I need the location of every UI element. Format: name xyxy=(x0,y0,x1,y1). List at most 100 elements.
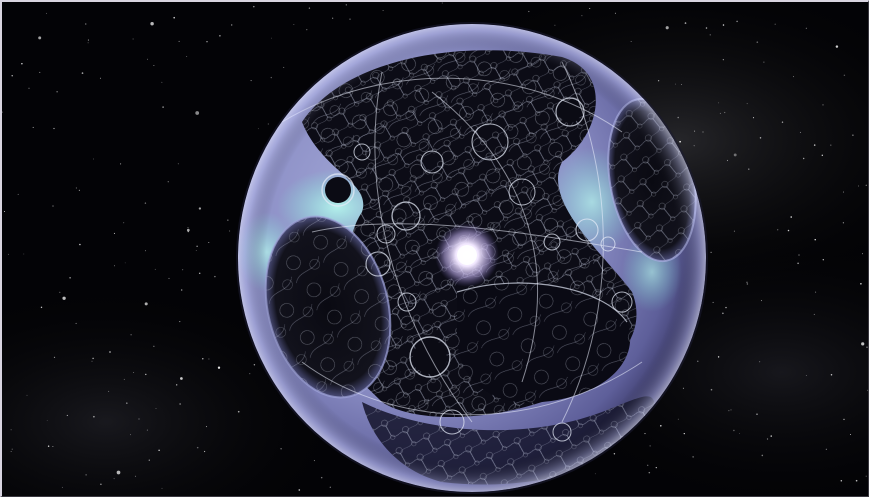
star xyxy=(61,486,63,488)
star xyxy=(830,144,832,146)
star xyxy=(759,137,762,139)
star xyxy=(2,111,4,113)
dyson-sphere xyxy=(236,22,708,494)
star xyxy=(130,434,131,436)
star xyxy=(798,254,800,256)
star xyxy=(660,425,662,427)
star xyxy=(630,41,632,42)
star xyxy=(736,20,738,23)
star xyxy=(649,445,651,447)
star xyxy=(746,283,749,285)
star xyxy=(761,454,764,457)
star xyxy=(665,26,669,30)
star xyxy=(53,356,56,359)
star xyxy=(349,18,351,20)
star xyxy=(683,432,685,435)
star xyxy=(45,12,48,14)
central-star-core xyxy=(457,245,477,265)
star xyxy=(733,153,737,157)
star xyxy=(441,2,443,4)
star xyxy=(308,7,311,9)
star xyxy=(53,127,55,130)
star xyxy=(850,434,851,435)
star xyxy=(283,66,285,68)
star xyxy=(214,275,216,278)
star xyxy=(180,377,183,380)
star xyxy=(195,250,197,251)
star xyxy=(179,403,181,405)
star xyxy=(153,65,155,67)
star xyxy=(693,145,695,147)
star xyxy=(123,378,125,380)
star xyxy=(11,448,13,450)
star xyxy=(158,449,160,451)
star xyxy=(822,259,824,261)
star xyxy=(306,29,308,31)
star xyxy=(746,103,748,105)
star xyxy=(4,211,5,212)
star xyxy=(198,272,201,275)
star xyxy=(614,12,616,14)
star xyxy=(176,384,178,386)
star xyxy=(52,445,54,447)
star xyxy=(198,207,202,210)
star xyxy=(116,470,121,475)
star xyxy=(719,112,721,114)
star xyxy=(697,360,699,362)
star xyxy=(93,415,95,418)
star xyxy=(69,276,71,279)
star xyxy=(728,410,730,412)
star xyxy=(113,232,115,234)
star xyxy=(7,253,9,255)
star xyxy=(132,38,134,40)
star xyxy=(766,438,769,440)
star xyxy=(717,356,720,358)
star xyxy=(677,116,679,119)
star xyxy=(62,296,66,300)
star xyxy=(860,282,862,285)
star xyxy=(138,418,140,420)
star xyxy=(10,451,12,452)
star xyxy=(770,435,772,437)
star xyxy=(712,301,714,303)
star xyxy=(162,106,164,108)
star xyxy=(11,75,13,77)
star xyxy=(154,268,156,270)
star xyxy=(709,34,711,36)
star xyxy=(861,342,865,346)
star xyxy=(87,39,89,41)
star xyxy=(109,351,111,353)
star xyxy=(144,202,147,204)
star xyxy=(146,429,148,431)
star xyxy=(208,358,210,360)
star xyxy=(705,27,708,29)
star xyxy=(202,358,204,360)
star xyxy=(858,185,859,187)
star xyxy=(250,80,252,82)
star xyxy=(130,334,132,336)
star xyxy=(253,364,256,366)
star xyxy=(99,77,101,79)
star xyxy=(38,36,42,40)
star xyxy=(843,418,845,421)
star xyxy=(647,464,649,466)
star xyxy=(681,84,682,85)
star xyxy=(293,23,295,25)
star xyxy=(92,357,94,360)
star xyxy=(675,83,676,85)
star xyxy=(613,453,616,455)
star xyxy=(790,216,792,218)
star xyxy=(219,34,221,37)
star xyxy=(81,72,84,74)
star xyxy=(205,426,208,428)
star xyxy=(52,205,54,207)
star xyxy=(75,322,77,324)
star xyxy=(644,433,646,435)
star xyxy=(313,460,315,462)
star xyxy=(787,229,790,232)
star xyxy=(93,158,94,160)
star xyxy=(694,130,696,132)
star xyxy=(843,74,846,76)
